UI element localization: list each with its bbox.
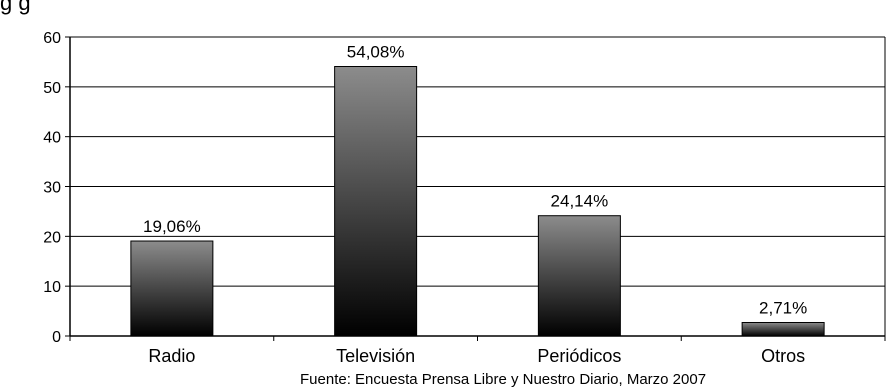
bar (537, 215, 621, 337)
bar (130, 240, 214, 337)
plot-area: 0 10 20 30 40 50 60 19,06% Radio 54,08% Televisión… (43, 30, 886, 366)
y-tick-label: 20 (43, 229, 61, 246)
bar (741, 321, 825, 337)
data-label: 54,08% (347, 43, 405, 62)
y-tick-label: 30 (43, 180, 61, 197)
y-tick-label: 40 (43, 130, 61, 147)
data-label: 24,14% (551, 192, 609, 211)
source-note: Fuente: Encuesta Prensa Libre y Nuestro … (300, 371, 707, 388)
y-tick-label: 60 (43, 30, 61, 47)
bar (334, 66, 418, 337)
y-tick-label: 10 (43, 279, 61, 296)
x-tick-label: Televisión (336, 346, 415, 366)
cropped-title-fragment: g g (0, 0, 31, 15)
x-tick-label: Radio (148, 346, 195, 366)
x-tick-label: Periódicos (537, 346, 621, 366)
data-label: 19,06% (143, 217, 201, 236)
x-tick-label: Otros (761, 346, 805, 366)
y-tick-label: 50 (43, 80, 61, 97)
data-label: 2,71% (759, 298, 807, 317)
y-tick-label: 0 (52, 329, 61, 346)
